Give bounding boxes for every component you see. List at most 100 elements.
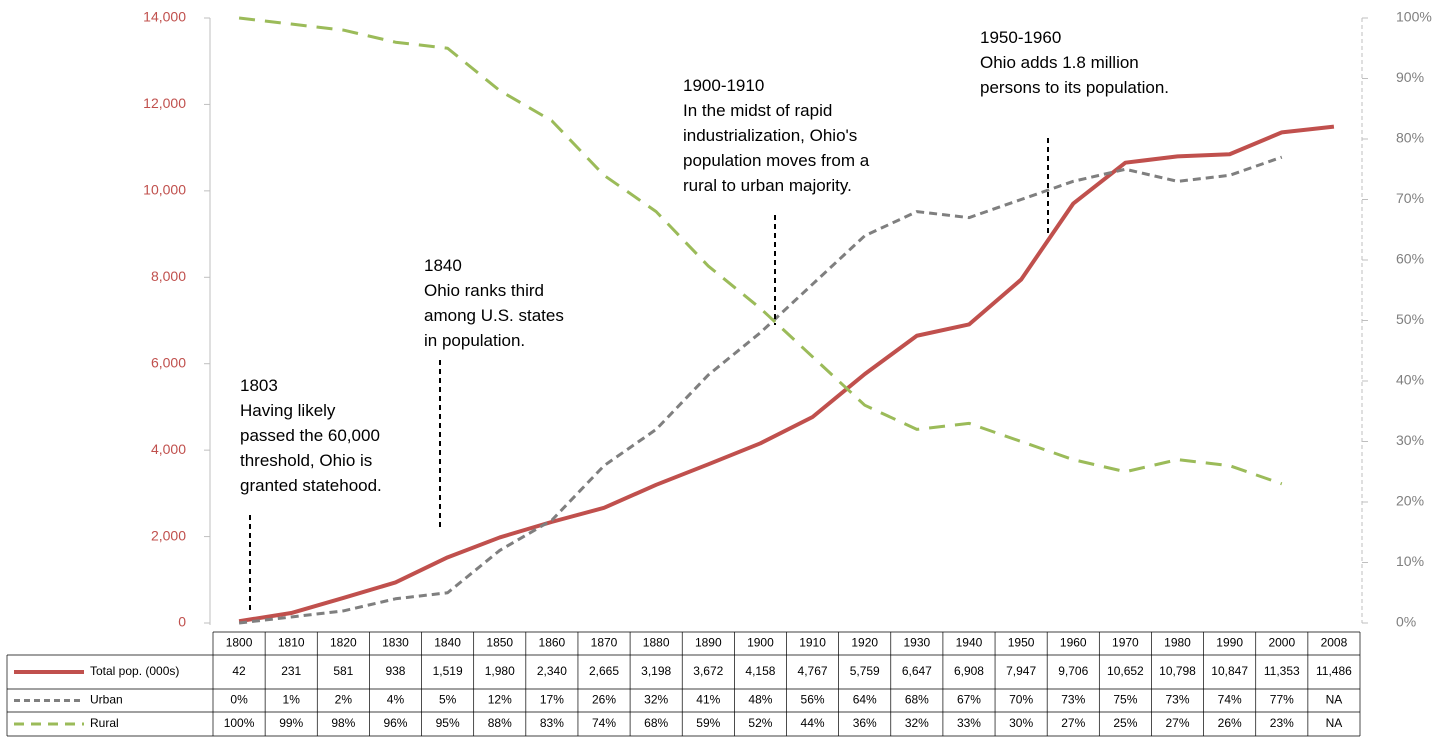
y2-tick-label: 50% <box>1396 311 1424 327</box>
x-tick-label: 1830 <box>382 636 409 650</box>
table-cell: 26% <box>592 693 616 707</box>
y2-tick-label: 20% <box>1396 493 1424 509</box>
x-tick-label: 1840 <box>434 636 461 650</box>
table-cell: 3,672 <box>693 664 723 678</box>
table-cell: 1% <box>283 693 301 707</box>
x-tick-label: 1850 <box>486 636 513 650</box>
table-cell: NA <box>1326 693 1343 707</box>
table-cell: 74% <box>1218 693 1242 707</box>
y2-tick-label: 30% <box>1396 432 1424 448</box>
table-cell: 10,847 <box>1211 664 1248 678</box>
table-cell: 1,980 <box>485 664 515 678</box>
table-cell: 70% <box>1009 693 1033 707</box>
annotation-text: industrialization, Ohio's <box>683 126 857 145</box>
table-cell: 12% <box>488 693 512 707</box>
table-cell: 77% <box>1270 693 1294 707</box>
table-cell: 83% <box>540 716 564 730</box>
table-cell: 48% <box>748 693 772 707</box>
legend-label: Urban <box>90 693 123 707</box>
table-cell: 73% <box>1061 693 1085 707</box>
table-cell: 11,353 <box>1264 664 1300 678</box>
table-cell: 52% <box>748 716 772 730</box>
table-cell: 36% <box>853 716 877 730</box>
annotation-text: threshold, Ohio is <box>240 451 372 470</box>
series-line <box>238 16 1283 486</box>
x-tick-label: 1860 <box>539 636 566 650</box>
x-tick-label: 1930 <box>903 636 930 650</box>
table-cell: 32% <box>905 716 929 730</box>
table-cell: 64% <box>853 693 877 707</box>
y-tick-label: 14,000 <box>143 9 186 25</box>
table-cell: 3,198 <box>641 664 671 678</box>
table-cell: 4,767 <box>798 664 828 678</box>
annotation-text: in population. <box>424 331 525 350</box>
table-cell: 6,908 <box>954 664 984 678</box>
x-tick-label: 1870 <box>591 636 618 650</box>
x-tick-label: 1950 <box>1008 636 1035 650</box>
y2-tick-label: 0% <box>1396 614 1416 630</box>
x-tick-label: 1880 <box>643 636 670 650</box>
table-cell: 23% <box>1270 716 1294 730</box>
table-cell: NA <box>1326 716 1343 730</box>
y-tick-label: 0 <box>178 614 186 630</box>
table-cell: 68% <box>905 693 929 707</box>
table-cell: 581 <box>333 664 353 678</box>
x-tick-label: 1820 <box>330 636 357 650</box>
table-cell: 9,706 <box>1058 664 1088 678</box>
annotation-text: 1900-1910 <box>683 76 764 95</box>
x-tick-label: 1890 <box>695 636 722 650</box>
y2-tick-label: 90% <box>1396 69 1424 85</box>
annotation-text: passed the 60,000 <box>240 426 380 445</box>
legend-label: Rural <box>90 716 119 730</box>
legend-label: Total pop. (000s) <box>90 664 179 678</box>
y2-tick-label: 60% <box>1396 251 1424 267</box>
y-tick-label: 8,000 <box>151 268 186 284</box>
x-tick-label: 1810 <box>278 636 305 650</box>
table-cell: 88% <box>488 716 512 730</box>
table-cell: 59% <box>696 716 720 730</box>
table-cell: 10,652 <box>1107 664 1144 678</box>
y2-tick-label: 40% <box>1396 372 1424 388</box>
table-cell: 231 <box>281 664 301 678</box>
y-tick-label: 12,000 <box>143 95 186 111</box>
table-cell: 4,158 <box>745 664 775 678</box>
x-tick-label: 1920 <box>851 636 878 650</box>
table-cell: 5% <box>439 693 457 707</box>
table-cell: 17% <box>540 693 564 707</box>
table-cell: 25% <box>1113 716 1137 730</box>
x-tick-label: 1940 <box>956 636 983 650</box>
table-cell: 33% <box>957 716 981 730</box>
annotation-text: In the midst of rapid <box>683 101 832 120</box>
y-tick-label: 10,000 <box>143 182 186 198</box>
y-tick-label: 4,000 <box>151 441 186 457</box>
x-tick-label: 2000 <box>1268 636 1295 650</box>
table-cell: 44% <box>801 716 825 730</box>
table-cell: 6,647 <box>902 664 932 678</box>
table-cell: 26% <box>1218 716 1242 730</box>
x-tick-label: 2008 <box>1321 636 1348 650</box>
table-cell: 56% <box>801 693 825 707</box>
table-cell: 74% <box>592 716 616 730</box>
table-cell: 32% <box>644 693 668 707</box>
x-tick-label: 1800 <box>226 636 253 650</box>
table-cell: 98% <box>331 716 355 730</box>
table-cell: 96% <box>383 716 407 730</box>
table-cell: 73% <box>1166 693 1190 707</box>
table-cell: 2,340 <box>537 664 567 678</box>
annotation-text: among U.S. states <box>424 306 564 325</box>
table-cell: 67% <box>957 693 981 707</box>
y2-tick-label: 100% <box>1396 9 1432 25</box>
table-cell: 41% <box>696 693 720 707</box>
annotation-text: Ohio adds 1.8 million <box>980 53 1139 72</box>
annotation-text: 1950-1960 <box>980 28 1061 47</box>
table-cell: 75% <box>1113 693 1137 707</box>
table-cell: 7,947 <box>1006 664 1036 678</box>
table-cell: 938 <box>385 664 405 678</box>
table-cell: 42 <box>232 664 246 678</box>
x-tick-label: 1990 <box>1216 636 1243 650</box>
x-tick-label: 1970 <box>1112 636 1139 650</box>
table-cell: 99% <box>279 716 303 730</box>
table-cell: 11,486 <box>1316 664 1352 678</box>
annotation-text: granted statehood. <box>240 476 382 495</box>
